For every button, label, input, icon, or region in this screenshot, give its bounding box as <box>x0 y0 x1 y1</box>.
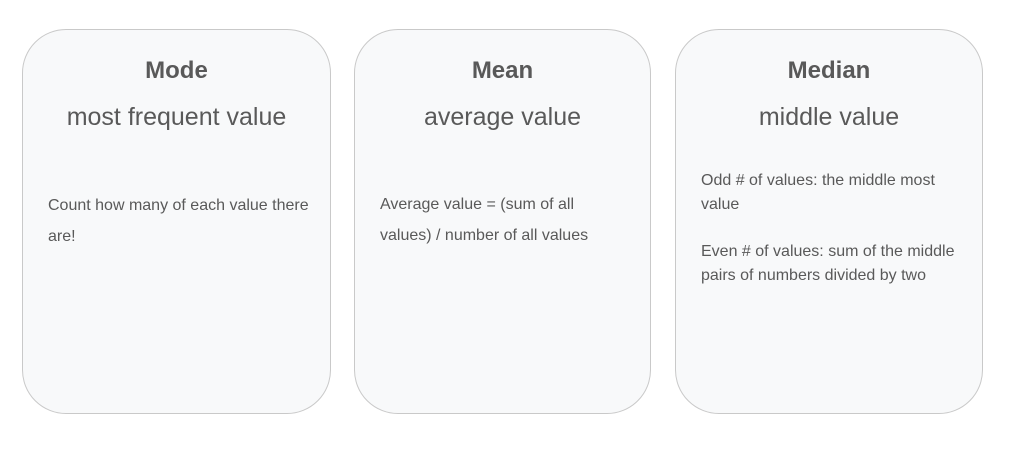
mean-description-text: Average value = (sum of all values) / nu… <box>380 196 589 244</box>
mean-description: Average value = (sum of all values) / nu… <box>380 189 630 251</box>
median-odd-rule: Odd # of values: the middle most value <box>701 172 935 213</box>
mean-subtitle: average value <box>423 103 582 131</box>
mode-subtitle: most frequent value <box>66 103 287 131</box>
mode-description-text: Count how many of each value there are! <box>48 197 309 245</box>
median-card: Median middle value Odd # of values: the… <box>675 29 983 414</box>
mode-card: Mode most frequent value Count how many … <box>22 29 331 414</box>
mean-title: Mean <box>471 57 534 84</box>
median-description: Odd # of values: the middle most value E… <box>701 169 962 288</box>
median-title: Median <box>787 57 871 84</box>
mode-description: Count how many of each value there are! <box>48 190 310 252</box>
median-subtitle: middle value <box>758 103 900 131</box>
median-even-rule: Even # of values: sum of the middle pair… <box>701 243 955 284</box>
mean-card: Mean average value Average value = (sum … <box>354 29 651 414</box>
mode-title: Mode <box>145 57 208 84</box>
